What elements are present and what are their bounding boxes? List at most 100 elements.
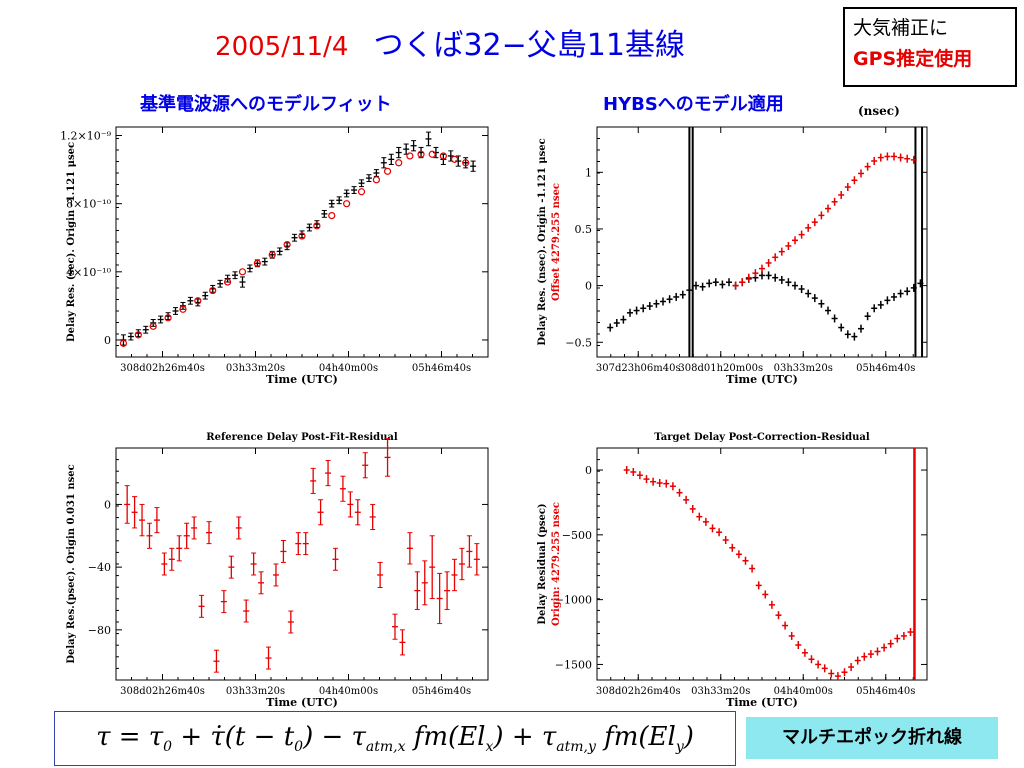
data-point xyxy=(168,547,175,571)
data-point xyxy=(209,286,217,295)
data-point xyxy=(179,305,187,313)
x-tick-label: 03h33m20s xyxy=(226,686,285,697)
data-point xyxy=(295,532,302,556)
y-tick-label: −40 xyxy=(88,561,111,574)
data-point xyxy=(172,307,179,315)
data-point xyxy=(706,279,713,288)
data-point xyxy=(250,552,257,576)
data-point xyxy=(317,499,324,526)
data-point xyxy=(663,479,670,488)
y-tick-label: 0 xyxy=(585,464,592,477)
data-point xyxy=(858,169,864,178)
x-tick-label: 04h40m00s xyxy=(774,686,833,697)
data-point xyxy=(709,524,716,533)
data-point xyxy=(439,152,447,160)
data-point xyxy=(732,281,739,290)
data-point xyxy=(881,643,888,652)
data-point xyxy=(357,188,366,196)
data-point xyxy=(206,521,212,545)
data-point xyxy=(429,535,436,599)
data-point xyxy=(406,152,414,160)
data-point xyxy=(735,550,742,559)
data-point xyxy=(656,478,663,487)
data-point xyxy=(831,197,838,206)
data-point xyxy=(729,543,736,552)
x-tick-label: 05h46m40s xyxy=(412,363,471,374)
data-point xyxy=(354,499,361,526)
data-point xyxy=(768,600,775,609)
data-point xyxy=(450,155,459,163)
data-point xyxy=(447,150,454,162)
data-point xyxy=(653,299,660,308)
data-point xyxy=(877,153,884,162)
data-point xyxy=(253,259,261,267)
data-point xyxy=(425,131,432,147)
data-point xyxy=(864,162,871,171)
chart-reference-residual: Reference Delay Post-Fit-Residual −80 −40 0… xyxy=(66,432,489,709)
data-point xyxy=(272,563,279,587)
data-point xyxy=(228,555,235,579)
data-point xyxy=(194,297,202,305)
data-point xyxy=(473,543,480,576)
delay-model-formula: τ = τ0 + τ̇(t − t0) − τatm,x fm(Elx) + τ… xyxy=(54,711,736,766)
data-point xyxy=(455,155,462,167)
x-tick-label: 308d02h26m40s xyxy=(120,363,205,374)
data-point xyxy=(838,190,845,199)
data-point xyxy=(792,236,798,245)
data-point xyxy=(851,332,858,341)
data-point xyxy=(191,516,198,540)
data-point xyxy=(623,466,630,475)
data-point xyxy=(699,282,706,291)
data-point xyxy=(702,517,709,526)
data-point xyxy=(444,571,451,610)
data-point xyxy=(310,467,317,494)
data-point xyxy=(788,631,795,640)
data-point xyxy=(825,204,831,213)
data-point xyxy=(313,222,321,230)
x-axis-label: Time (UTC) xyxy=(266,696,338,709)
data-point xyxy=(884,296,891,305)
data-point xyxy=(907,628,914,637)
data-point xyxy=(798,230,805,239)
data-point xyxy=(716,528,723,537)
data-point xyxy=(351,186,358,194)
data-point xyxy=(466,535,473,568)
y-tick-label: −0.5 xyxy=(565,336,592,349)
data-point xyxy=(134,331,142,339)
data-point xyxy=(818,211,825,220)
x-tick-label: 308d01h20m00s xyxy=(678,363,763,374)
data-point xyxy=(224,278,232,286)
data-point xyxy=(871,304,878,313)
data-point xyxy=(759,264,765,273)
y-tick-label: −1000 xyxy=(555,594,592,607)
data-point xyxy=(630,467,637,476)
data-point xyxy=(712,278,719,287)
data-point xyxy=(834,672,841,681)
data-point xyxy=(451,558,458,592)
data-point xyxy=(673,292,680,301)
data-point xyxy=(772,273,779,282)
data-point xyxy=(383,167,392,175)
data-point xyxy=(347,491,354,518)
data-point xyxy=(792,281,798,290)
data-point xyxy=(470,160,477,172)
data-point xyxy=(265,646,272,670)
data-point xyxy=(432,146,439,159)
data-point xyxy=(217,279,224,288)
data-point xyxy=(302,532,309,556)
data-point xyxy=(380,157,387,169)
data-point xyxy=(910,155,917,164)
x-tick-label: 03h33m20s xyxy=(226,363,285,374)
data-point xyxy=(142,325,149,334)
data-point xyxy=(119,339,128,347)
data-point xyxy=(904,287,911,296)
data-point xyxy=(153,507,160,534)
x-tick-label: 04h40m00s xyxy=(319,363,378,374)
data-point xyxy=(689,504,696,513)
y-tick-label: 0 xyxy=(585,280,592,293)
data-point xyxy=(183,522,190,549)
data-point xyxy=(894,634,901,643)
data-point xyxy=(686,286,693,295)
data-point xyxy=(778,247,785,256)
